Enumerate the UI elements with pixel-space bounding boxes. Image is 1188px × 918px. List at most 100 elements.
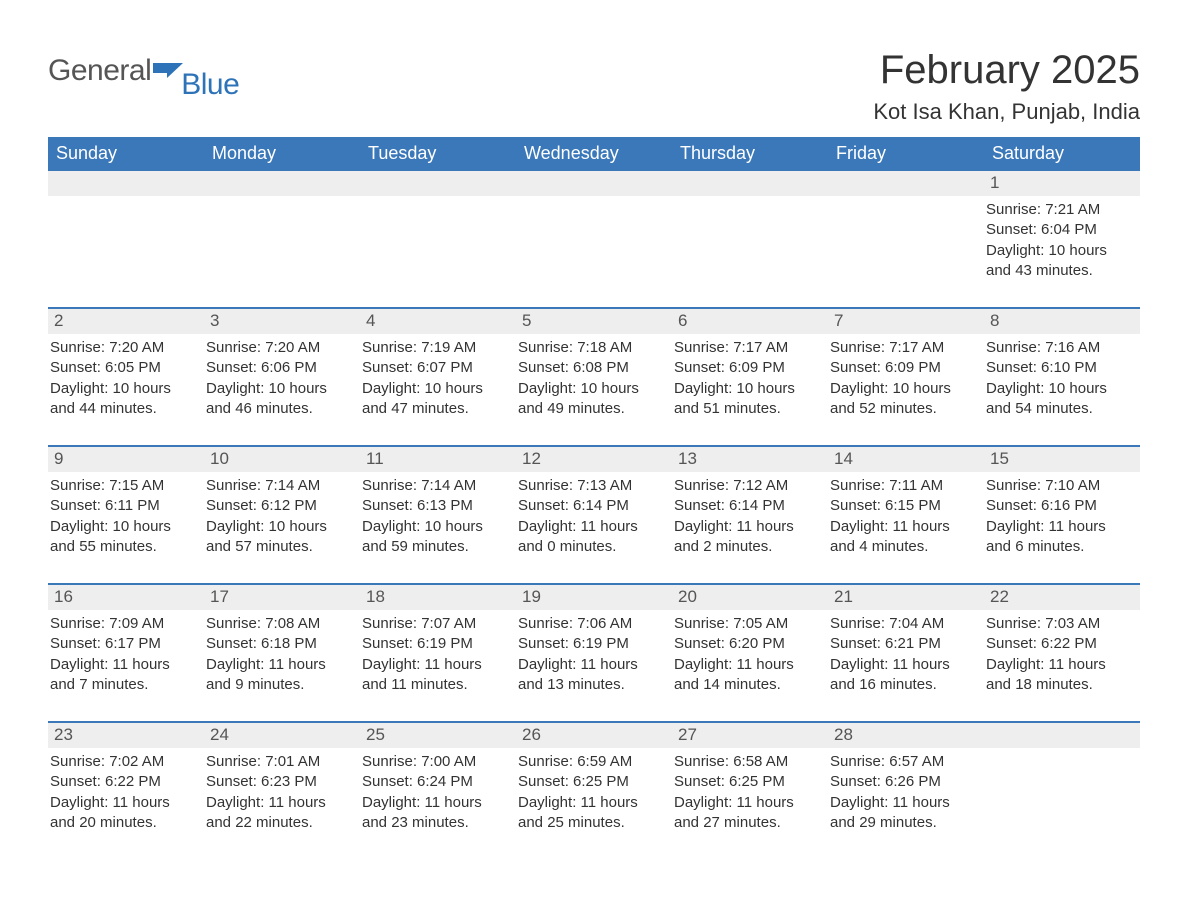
day-body <box>828 196 984 200</box>
weekday-header: Monday <box>204 137 360 171</box>
day-cell: 22Sunrise: 7:03 AMSunset: 6:22 PMDayligh… <box>984 585 1140 695</box>
sunset-text: Sunset: 6:07 PM <box>362 358 510 378</box>
sunrise-text: Sunrise: 6:57 AM <box>830 752 978 772</box>
day-cell <box>48 171 204 281</box>
day-body <box>360 196 516 200</box>
daylight-text: Daylight: 11 hours and 9 minutes. <box>206 655 354 696</box>
daylight-text: Daylight: 10 hours and 51 minutes. <box>674 379 822 420</box>
day-cell: 12 Sunrise: 7:13 AMSunset: 6:14 PMDayligh… <box>516 447 672 557</box>
day-body: Sunrise: 7:02 AMSunset: 6:22 PMDaylight:… <box>48 748 204 833</box>
sunset-text: Sunset: 6:08 PM <box>518 358 666 378</box>
logo-text-blue: Blue <box>181 68 239 101</box>
day-body: Sunrise: 7:16 AMSunset: 6:10 PMDaylight:… <box>984 334 1140 419</box>
weekday-header: Friday <box>828 137 984 171</box>
day-cell: 3Sunrise: 7:20 AMSunset: 6:06 PMDaylight… <box>204 309 360 419</box>
day-cell: 10Sunrise: 7:14 AMSunset: 6:12 PMDayligh… <box>204 447 360 557</box>
daylight-text: Daylight: 11 hours and 27 minutes. <box>674 793 822 834</box>
day-cell <box>828 171 984 281</box>
sunset-text: Sunset: 6:24 PM <box>362 772 510 792</box>
daylight-text: Daylight: 10 hours and 44 minutes. <box>50 379 198 420</box>
day-cell: 28Sunrise: 6:57 AMSunset: 6:26 PMDayligh… <box>828 723 984 833</box>
day-cell: 20Sunrise: 7:05 AMSunset: 6:20 PMDayligh… <box>672 585 828 695</box>
daylight-text: Daylight: 10 hours and 57 minutes. <box>206 517 354 558</box>
day-body: Sunrise: 7:20 AMSunset: 6:05 PMDaylight:… <box>48 334 204 419</box>
sunset-text: Sunset: 6:17 PM <box>50 634 198 654</box>
day-cell <box>204 171 360 281</box>
sunrise-text: Sunrise: 7:20 AM <box>50 338 198 358</box>
day-cell <box>516 171 672 281</box>
weekday-header: Sunday <box>48 137 204 171</box>
day-number: 12 <box>516 447 672 472</box>
day-number: 16 <box>48 585 204 610</box>
sunset-text: Sunset: 6:09 PM <box>830 358 978 378</box>
day-body: Sunrise: 7:09 AMSunset: 6:17 PMDaylight:… <box>48 610 204 695</box>
day-number: 26 <box>516 723 672 748</box>
day-body: Sunrise: 6:58 AMSunset: 6:25 PMDaylight:… <box>672 748 828 833</box>
day-body: Sunrise: 7:00 AMSunset: 6:24 PMDaylight:… <box>360 748 516 833</box>
day-body: Sunrise: 7:12 AMSunset: 6:14 PMDaylight:… <box>672 472 828 557</box>
title-block: February 2025 Kot Isa Khan, Punjab, Indi… <box>873 48 1140 125</box>
day-body: Sunrise: 7:14 AMSunset: 6:13 PMDaylight:… <box>360 472 516 557</box>
day-number <box>204 171 360 196</box>
sunrise-text: Sunrise: 7:03 AM <box>986 614 1134 634</box>
day-number: 13 <box>672 447 828 472</box>
day-body: Sunrise: 6:57 AMSunset: 6:26 PMDaylight:… <box>828 748 984 833</box>
sunrise-text: Sunrise: 6:59 AM <box>518 752 666 772</box>
day-cell: 9Sunrise: 7:15 AMSunset: 6:11 PMDaylight… <box>48 447 204 557</box>
sunrise-text: Sunrise: 7:08 AM <box>206 614 354 634</box>
weekday-header-row: Sunday Monday Tuesday Wednesday Thursday… <box>48 137 1140 171</box>
day-body: Sunrise: 7:04 AMSunset: 6:21 PMDaylight:… <box>828 610 984 695</box>
day-body: Sunrise: 7:17 AMSunset: 6:09 PMDaylight:… <box>672 334 828 419</box>
sunrise-text: Sunrise: 7:13 AM <box>518 476 666 496</box>
logo-text-general: General <box>48 54 151 88</box>
day-body: Sunrise: 7:19 AMSunset: 6:07 PMDaylight:… <box>360 334 516 419</box>
day-cell: 23Sunrise: 7:02 AMSunset: 6:22 PMDayligh… <box>48 723 204 833</box>
daylight-text: Daylight: 11 hours and 22 minutes. <box>206 793 354 834</box>
sunset-text: Sunset: 6:22 PM <box>986 634 1134 654</box>
day-cell <box>360 171 516 281</box>
day-body: Sunrise: 7:01 AMSunset: 6:23 PMDaylight:… <box>204 748 360 833</box>
daylight-text: Daylight: 11 hours and 2 minutes. <box>674 517 822 558</box>
day-cell <box>672 171 828 281</box>
daylight-text: Daylight: 10 hours and 55 minutes. <box>50 517 198 558</box>
day-body: Sunrise: 7:03 AMSunset: 6:22 PMDaylight:… <box>984 610 1140 695</box>
day-number: 3 <box>204 309 360 334</box>
daylight-text: Daylight: 11 hours and 14 minutes. <box>674 655 822 696</box>
sunset-text: Sunset: 6:25 PM <box>674 772 822 792</box>
sunset-text: Sunset: 6:26 PM <box>830 772 978 792</box>
sunrise-text: Sunrise: 7:18 AM <box>518 338 666 358</box>
sunset-text: Sunset: 6:11 PM <box>50 496 198 516</box>
sunset-text: Sunset: 6:15 PM <box>830 496 978 516</box>
day-number: 18 <box>360 585 516 610</box>
day-body: Sunrise: 7:07 AMSunset: 6:19 PMDaylight:… <box>360 610 516 695</box>
day-cell: 16Sunrise: 7:09 AMSunset: 6:17 PMDayligh… <box>48 585 204 695</box>
daylight-text: Daylight: 10 hours and 47 minutes. <box>362 379 510 420</box>
day-number: 23 <box>48 723 204 748</box>
calendar: Sunday Monday Tuesday Wednesday Thursday… <box>48 137 1140 833</box>
day-body <box>672 196 828 200</box>
sunrise-text: Sunrise: 7:04 AM <box>830 614 978 634</box>
daylight-text: Daylight: 11 hours and 23 minutes. <box>362 793 510 834</box>
week-row: 9Sunrise: 7:15 AMSunset: 6:11 PMDaylight… <box>48 445 1140 557</box>
day-cell: 6Sunrise: 7:17 AMSunset: 6:09 PMDaylight… <box>672 309 828 419</box>
daylight-text: Daylight: 11 hours and 0 minutes. <box>518 517 666 558</box>
day-body: Sunrise: 7:17 AMSunset: 6:09 PMDaylight:… <box>828 334 984 419</box>
logo-flag-icon <box>153 60 183 87</box>
day-body: Sunrise: 7:18 AMSunset: 6:08 PMDaylight:… <box>516 334 672 419</box>
day-number <box>516 171 672 196</box>
day-cell: 18Sunrise: 7:07 AMSunset: 6:19 PMDayligh… <box>360 585 516 695</box>
day-cell: 25Sunrise: 7:00 AMSunset: 6:24 PMDayligh… <box>360 723 516 833</box>
sunset-text: Sunset: 6:19 PM <box>518 634 666 654</box>
day-cell: 21Sunrise: 7:04 AMSunset: 6:21 PMDayligh… <box>828 585 984 695</box>
sunset-text: Sunset: 6:14 PM <box>518 496 666 516</box>
sunrise-text: Sunrise: 7:05 AM <box>674 614 822 634</box>
day-number: 24 <box>204 723 360 748</box>
day-cell: 7Sunrise: 7:17 AMSunset: 6:09 PMDaylight… <box>828 309 984 419</box>
day-number: 9 <box>48 447 204 472</box>
sunrise-text: Sunrise: 7:06 AM <box>518 614 666 634</box>
day-number: 19 <box>516 585 672 610</box>
daylight-text: Daylight: 11 hours and 6 minutes. <box>986 517 1134 558</box>
page-header: General Blue February 2025 Kot Isa Khan,… <box>48 48 1140 125</box>
sunrise-text: Sunrise: 7:14 AM <box>206 476 354 496</box>
daylight-text: Daylight: 10 hours and 52 minutes. <box>830 379 978 420</box>
